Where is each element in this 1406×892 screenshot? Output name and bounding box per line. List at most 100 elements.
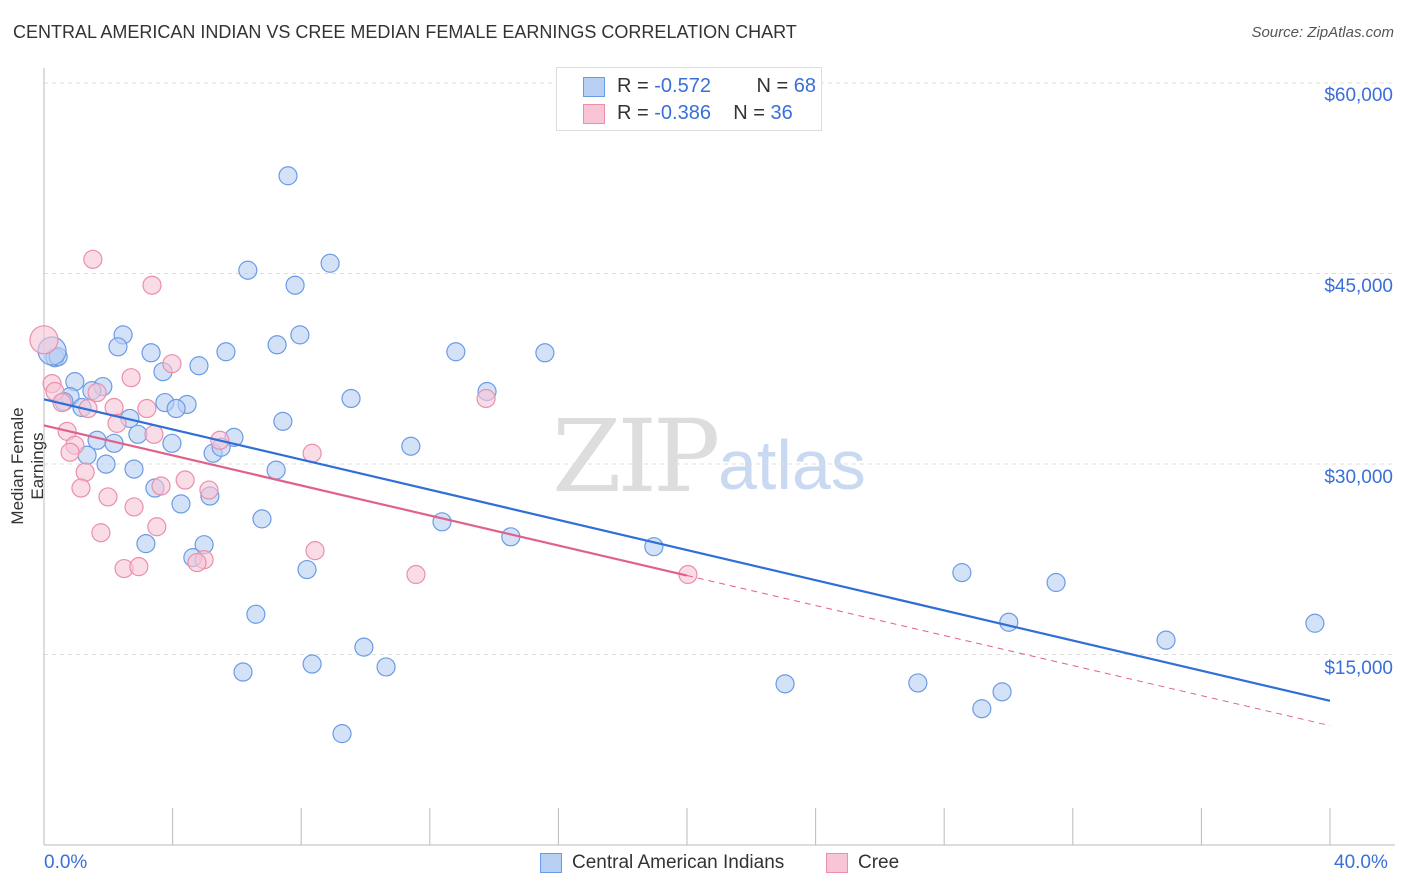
data-point: [972, 699, 992, 719]
data-point: [147, 517, 167, 537]
y-axis-label: Median Female Earnings: [8, 407, 47, 525]
data-point: [175, 470, 195, 490]
trend-line: [43, 398, 1331, 702]
data-point: [999, 612, 1019, 632]
data-point: [98, 487, 118, 507]
chart-title: CENTRAL AMERICAN INDIAN VS CREE MEDIAN F…: [13, 22, 797, 42]
legend-item-central-american-indians: Central American Indians: [540, 852, 784, 874]
data-point: [29, 325, 59, 355]
data-point: [302, 654, 322, 674]
data-point: [60, 442, 80, 462]
data-point: [121, 368, 141, 388]
watermark-atlas: atlas: [718, 426, 866, 504]
data-point: [341, 388, 361, 409]
r-label: R =: [617, 102, 649, 124]
blue-swatch-icon: [540, 853, 562, 873]
data-point: [151, 476, 171, 496]
data-point: [233, 662, 253, 682]
legend-item-cree: Cree: [826, 852, 899, 874]
legend-label: Cree: [858, 852, 900, 873]
data-point: [775, 674, 795, 694]
legend-row-cree: R = -0.386 N = 36: [583, 100, 793, 127]
data-point: [278, 166, 298, 186]
data-point: [128, 424, 148, 444]
data-point: [108, 337, 128, 357]
data-point: [432, 512, 452, 532]
data-point: [75, 462, 95, 482]
data-point: [137, 398, 157, 419]
data-point: [83, 249, 103, 269]
data-point: [187, 552, 207, 573]
data-point: [141, 343, 161, 363]
n-value: 68: [793, 75, 816, 97]
data-point: [124, 497, 144, 517]
data-point: [332, 724, 352, 744]
data-point: [189, 356, 209, 376]
stats-legend: R = -0.572 N = 68 R = -0.386 N = 36: [556, 67, 822, 131]
data-point: [144, 424, 164, 444]
data-point: [162, 433, 182, 453]
y-tick-label: $45,000: [1324, 276, 1393, 297]
x-tick-label: 40.0%: [1334, 852, 1388, 873]
y-tick-label: $15,000: [1324, 658, 1393, 679]
data-point: [401, 436, 421, 456]
blue-swatch-icon: [583, 76, 605, 97]
data-point: [1305, 613, 1325, 633]
n-label: N =: [756, 75, 789, 97]
trend-line: [43, 424, 688, 577]
data-point: [285, 275, 305, 295]
data-point: [354, 637, 374, 657]
data-point: [266, 460, 286, 480]
data-point: [992, 682, 1012, 702]
r-value: -0.572: [654, 75, 711, 97]
data-point: [199, 480, 219, 500]
data-point: [406, 564, 426, 585]
data-point: [273, 411, 293, 431]
data-point: [216, 342, 236, 362]
x-tick-label: 0.0%: [44, 852, 88, 873]
data-point: [297, 559, 317, 580]
data-point: [320, 253, 340, 273]
data-point: [142, 275, 162, 295]
source-label: Source: ZipAtlas.com: [1251, 24, 1394, 41]
data-point: [302, 443, 322, 463]
data-point: [908, 673, 928, 693]
data-point: [376, 657, 396, 677]
y-tick-label: $30,000: [1324, 467, 1393, 488]
trend-line-extrapolated: [686, 575, 1331, 727]
data-point: [290, 325, 310, 345]
n-value: 36: [770, 102, 793, 124]
data-point: [446, 342, 466, 362]
data-point: [238, 260, 258, 280]
y-tick-label: $60,000: [1324, 85, 1393, 106]
data-point: [129, 557, 149, 577]
n-label: N =: [733, 102, 765, 124]
pink-swatch-icon: [826, 853, 848, 873]
r-label: R =: [617, 75, 649, 97]
data-point: [476, 388, 496, 409]
data-point: [1156, 630, 1176, 650]
data-point: [252, 509, 272, 529]
data-point: [96, 454, 116, 474]
data-point: [71, 478, 91, 498]
data-point: [246, 604, 266, 624]
pink-swatch-icon: [583, 103, 605, 124]
data-point: [124, 459, 144, 479]
data-point: [267, 335, 287, 355]
legend-row-central-american: R = -0.572 N = 68: [583, 73, 816, 100]
watermark-zip: ZIP: [552, 398, 720, 515]
data-point: [107, 413, 127, 433]
data-point: [162, 354, 182, 374]
data-point: [87, 382, 107, 403]
data-point: [952, 563, 972, 583]
data-point: [305, 541, 325, 561]
data-point: [1046, 572, 1066, 593]
data-point: [535, 343, 555, 363]
data-point: [136, 534, 156, 554]
data-point: [91, 523, 111, 543]
data-point: [171, 494, 191, 514]
legend-label: Central American Indians: [572, 852, 785, 873]
r-value: -0.386: [654, 102, 711, 124]
